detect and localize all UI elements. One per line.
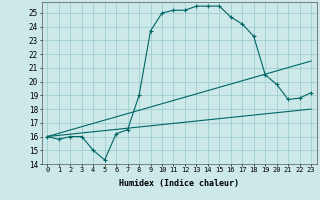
X-axis label: Humidex (Indice chaleur): Humidex (Indice chaleur) bbox=[119, 179, 239, 188]
